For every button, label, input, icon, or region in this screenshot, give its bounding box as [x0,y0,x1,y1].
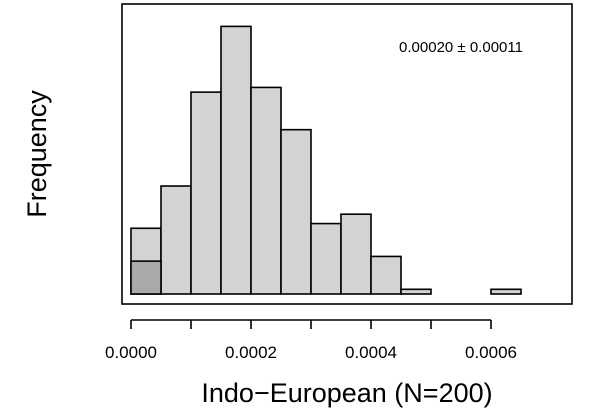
x-tick-labels: 0.0000 0.0002 0.0004 0.0006 [105,343,517,362]
x-tick-label-6: 0.0006 [465,343,517,362]
subset-bar-0 [130,260,162,295]
sub-bars [130,260,162,295]
x-tick-label-4: 0.0004 [345,343,397,362]
histogram-bar-1 [160,185,192,295]
histogram-bar-3 [220,25,252,295]
y-axis-title: Frequency [22,90,52,218]
x-tick-label-2: 0.0002 [225,343,277,362]
histogram-bar-8 [370,255,402,295]
histogram-bar-5 [280,128,312,295]
histogram-bar-7 [340,213,372,295]
histogram-bar-4 [250,86,282,295]
histogram-bar-9 [400,288,432,295]
plot-frame [121,3,573,305]
histogram-bar-12 [490,288,522,295]
x-tick-label-0: 0.0000 [105,343,157,362]
x-ticks [130,320,492,329]
x-axis-title: Indo−European (N=200) [201,378,492,408]
histogram-bar-2 [190,91,222,295]
histogram-bar-6 [310,222,342,295]
main-bars [130,25,522,295]
annotation-text: 0.00020 ± 0.00011 [399,39,523,56]
